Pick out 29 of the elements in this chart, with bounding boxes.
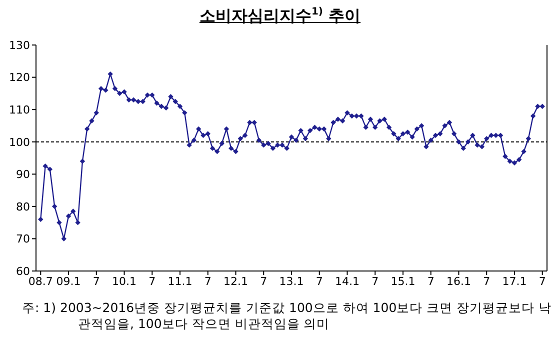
x-tick-label: 14.1: [334, 274, 360, 288]
y-tick-label: 130: [9, 38, 30, 52]
x-tick-label: 16.1: [446, 274, 471, 288]
x-tick-label: 7: [92, 274, 100, 288]
x-tick-label: 08.7: [28, 274, 53, 288]
x-tick-label: 7: [427, 274, 434, 288]
x-tick-label: 7: [316, 274, 323, 288]
x-tick-label: 12.1: [224, 274, 248, 288]
text: 주: 1) 2003~2016년중 장기평균치를 기준값 100으로 하여 100보다 크면 장기평균보다 낙관적임을, 100보다 작으면 비관적임을 의미: [22, 300, 552, 332]
x-tick-label: 7: [483, 274, 490, 288]
y-tick-label: 60: [16, 264, 30, 278]
x-tick-label: 13.1: [279, 274, 304, 288]
x-tick-label: 17.1: [502, 274, 527, 288]
y-tick-label: 120: [9, 71, 30, 84]
x-tick-label: 7: [372, 274, 379, 288]
y-tick-label: 110: [9, 103, 30, 116]
y-tick-label: 90: [16, 168, 30, 182]
x-tick-label: 11.1: [168, 274, 192, 288]
y-tick-label: 100: [9, 136, 30, 149]
x-tick-label: 7: [538, 274, 546, 288]
y-tick-label: 70: [16, 232, 30, 246]
x-tick-label: 7: [260, 274, 268, 288]
x-tick-label: 7: [204, 274, 212, 288]
x-tick-label: 7: [148, 274, 156, 288]
x-tick-label: 09.1: [56, 274, 81, 288]
x-tick-label: 15.1: [390, 274, 416, 288]
chart-title: 소비자심리지수$^{1)}$ 추이: [199, 6, 361, 25]
x-tick-label: 10.1: [112, 274, 137, 288]
y-tick-label: 80: [16, 200, 30, 214]
